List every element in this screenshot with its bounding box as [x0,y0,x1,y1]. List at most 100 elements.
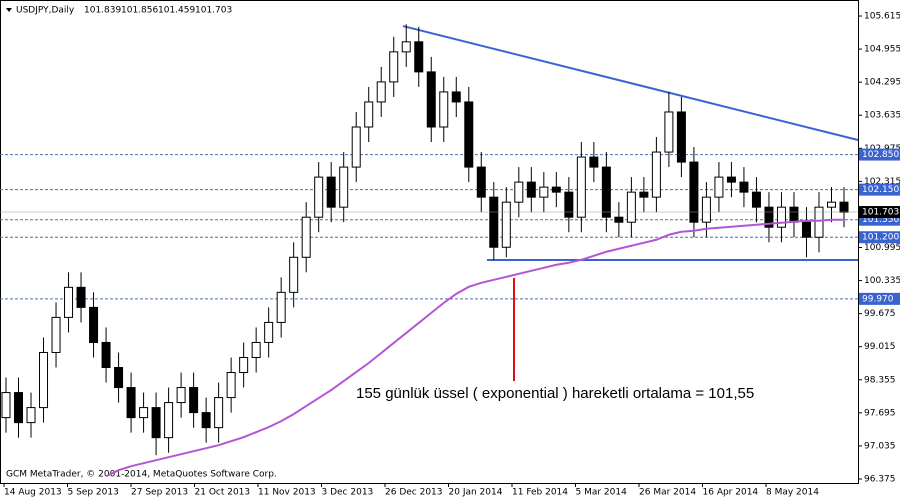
chart-title: USDJPY,Daily [16,6,75,16]
candle-body [376,81,386,103]
candle-body [714,176,724,198]
level-label: 102.150 [862,185,899,195]
y-tick-label: 100.335 [864,276,900,286]
x-tick-label: 26 Mar 2014 [639,488,696,498]
y-tick-label: 98.355 [864,375,896,385]
candle-body [614,216,624,223]
y-tick-label: 97.695 [864,408,896,418]
candle-body [626,191,636,223]
header-low: 101.459 [158,6,195,16]
candle-body [726,176,736,183]
candle-body [51,316,61,353]
candle-body [589,156,599,168]
candle-body [126,387,136,419]
candles [1,24,849,456]
x-tick-label: 20 Jan 2014 [449,488,503,498]
candle-body [151,407,161,439]
candle-body [489,196,499,248]
header-arrow [6,8,12,12]
candle-body [439,91,449,128]
candle-body [339,166,349,208]
candle-body [826,201,836,208]
x-tick-label: 5 Sep 2013 [68,488,119,498]
candle-body [226,372,236,399]
candle-body [539,186,549,198]
candle-body [401,41,411,53]
candle-body [576,156,586,218]
candle-body [114,367,124,389]
level-label-box [859,231,900,244]
candle-body [501,201,511,248]
y-tick-label: 99.015 [864,342,896,352]
candle-body [301,216,311,258]
x-tick-label: 5 Mar 2014 [576,488,628,498]
level-label: 101.550 [862,215,899,225]
current-price-label: 101.703 [862,208,899,218]
candle-body [601,166,611,218]
candle-body [451,91,461,103]
candle-body [751,191,761,208]
y-tick-label: 105.615 [864,12,900,22]
candle-body [276,291,286,323]
y-tick-label: 96.375 [864,474,896,484]
candle-body [351,126,361,168]
candle-body [176,387,186,404]
candle-body [639,191,649,198]
candle-body [764,206,774,228]
level-label: 101.200 [862,233,899,243]
resistance-line [402,25,859,142]
candle-body [364,101,374,128]
level-label-box [859,292,900,305]
x-tick-label: 21 Oct 2013 [195,488,251,498]
candle-body [789,206,799,223]
x-tick-label: 16 Apr 2014 [703,488,759,498]
candle-body [664,111,674,153]
candle-body [64,286,74,318]
candle-body [1,392,11,419]
header-close: 101.703 [195,6,232,16]
x-tick-label: 11 Nov 2013 [258,488,316,498]
header-high: 101.856 [121,6,158,16]
x-tick-label: 3 Dec 2013 [322,488,374,498]
candle-body [264,321,274,343]
candle-body [676,111,686,163]
candle-body [739,181,749,193]
x-tick-label: 14 Aug 2013 [4,488,62,498]
y-tick-label: 102.315 [864,177,900,187]
candle-body [701,196,711,223]
candle-body [289,256,299,293]
x-tick-label: 27 Sep 2013 [131,488,188,498]
candle-body [76,286,86,308]
candle-body [139,407,149,419]
y-tick-label: 100.995 [864,243,900,253]
candle-body [314,176,324,218]
copyright: GCM MetaTrader, © 2001-2014, MetaQuotes … [6,470,277,480]
level-label: 102.850 [862,150,899,160]
candle-body [689,161,699,223]
candle-body [526,181,536,198]
candle-body [464,101,474,168]
candle-body [39,351,49,409]
header: USDJPY,Daily 101.839 101.856 101.459 101… [6,6,232,16]
candle-body [414,41,424,73]
ema-line [105,218,844,478]
candle-body [801,221,811,238]
candle-body [776,206,786,228]
annotation: 155 günlük üssel ( exponential ) hareket… [356,385,754,402]
candle-body [214,397,224,429]
candle-body [426,71,436,128]
header-open: 101.839 [84,6,121,16]
candle-body [239,356,249,374]
level-label-box [859,148,900,161]
candle-body [651,151,661,198]
candle-body [14,392,24,424]
y-tick-label: 103.635 [864,111,900,121]
candle-body [189,387,199,414]
y-tick-label: 104.955 [864,45,900,55]
candle-body [89,306,99,343]
y-tick-label: 104.295 [864,78,900,88]
candle-body [514,181,524,203]
y-tick-label: 99.675 [864,309,896,319]
candle-body [551,186,561,193]
candle-body [814,206,824,238]
